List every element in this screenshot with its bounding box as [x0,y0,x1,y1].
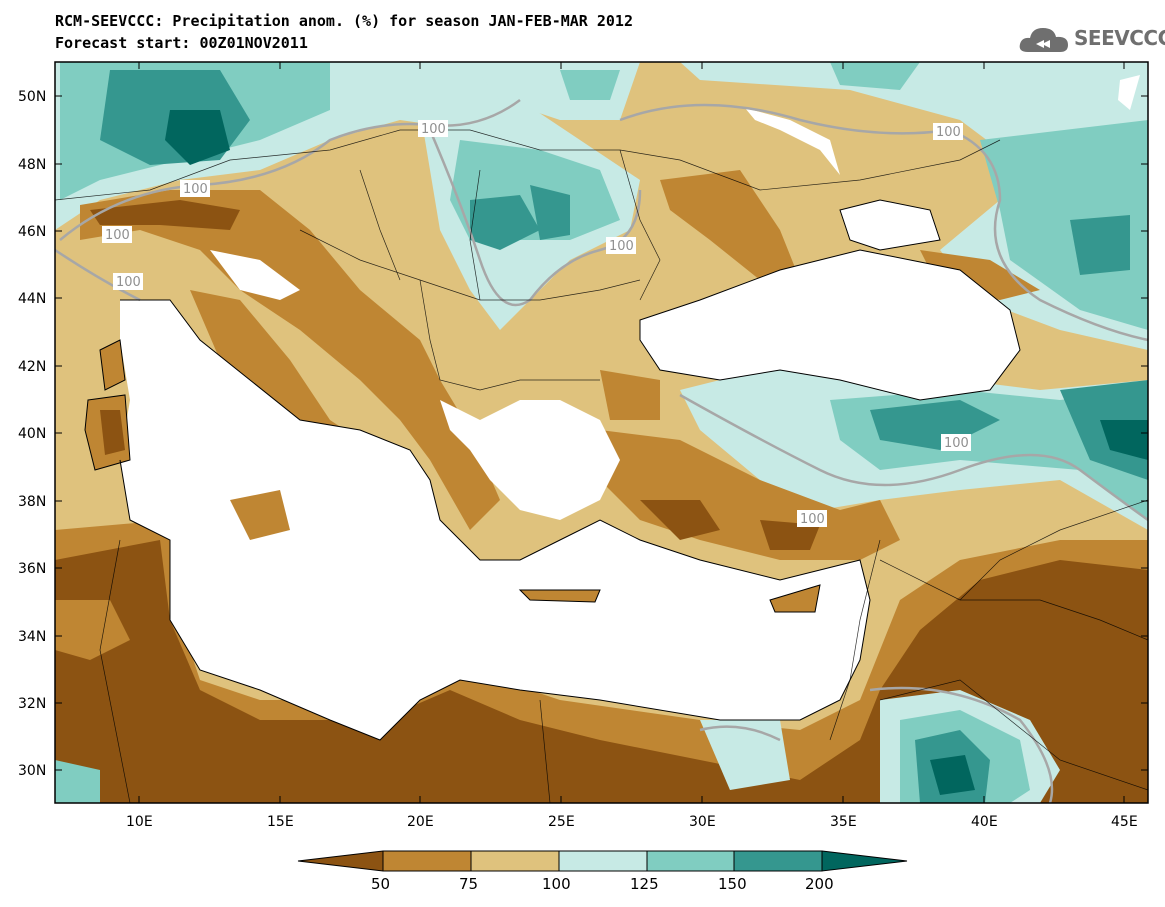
legend-swatch [558,850,648,872]
legend-swatch [733,850,823,872]
legend-swatch [821,850,908,872]
cloud-icon [1019,28,1068,52]
lat-label: 44N [18,291,46,307]
legend-tick: 150 [718,875,747,893]
lon-label: 15E [267,814,294,830]
lon-label: 10E [126,814,153,830]
legend-tick: 100 [542,875,571,893]
map-title: RCM-SEEVCCC: Precipitation anom. (%) for… [55,12,633,30]
lon-label: 45E [1111,814,1138,830]
lat-label: 46N [18,224,46,240]
lon-label: 25E [548,814,575,830]
legend-tick: 75 [459,875,478,893]
lon-label: 30E [689,814,716,830]
contour-label: 100 [944,436,969,451]
longitude-axis: 10E 15E 20E 25E 30E 35E 40E 45E [126,62,1138,830]
seevccc-logo: SEEVCCC [1018,22,1165,58]
logo-text: SEEVCCC [1074,26,1165,50]
legend-tick: 50 [371,875,390,893]
contour-label: 100 [800,512,825,527]
lat-label: 42N [18,359,46,375]
legend-swatch [470,850,560,872]
lat-label: 34N [18,629,46,645]
lat-label: 50N [18,89,46,105]
contour-labels: 100 100 100 100 100 100 100 100 [102,120,971,527]
legend-tick: 125 [630,875,659,893]
coastlines [84,199,1021,741]
legend-swatch [646,850,735,872]
contour-label: 100 [609,239,634,254]
lat-label: 38N [18,494,46,510]
contour-label: 100 [105,228,130,243]
borders [55,129,1148,803]
lat-label: 36N [18,561,46,577]
contour-label: 100 [183,182,208,197]
lat-label: 40N [18,426,46,442]
legend-swatch [382,850,472,872]
lon-label: 35E [830,814,857,830]
legend-tick: 200 [805,875,834,893]
lon-label: 20E [407,814,434,830]
forecast-start: Forecast start: 00Z01NOV2011 [55,34,308,52]
latitude-axis: 50N 48N 46N 44N 42N 40N 38N 36N 34N 32N … [18,89,1148,779]
contour-label: 100 [116,275,141,290]
lat-label: 48N [18,157,46,173]
map-field [55,62,1148,803]
lon-label: 40E [971,814,998,830]
lat-label: 30N [18,763,46,779]
contour-label: 100 [936,125,961,140]
color-legend: 50 75 100 125 150 200 [297,850,908,893]
contour-label: 100 [421,122,446,137]
legend-swatch [297,850,384,872]
lat-label: 32N [18,696,46,712]
